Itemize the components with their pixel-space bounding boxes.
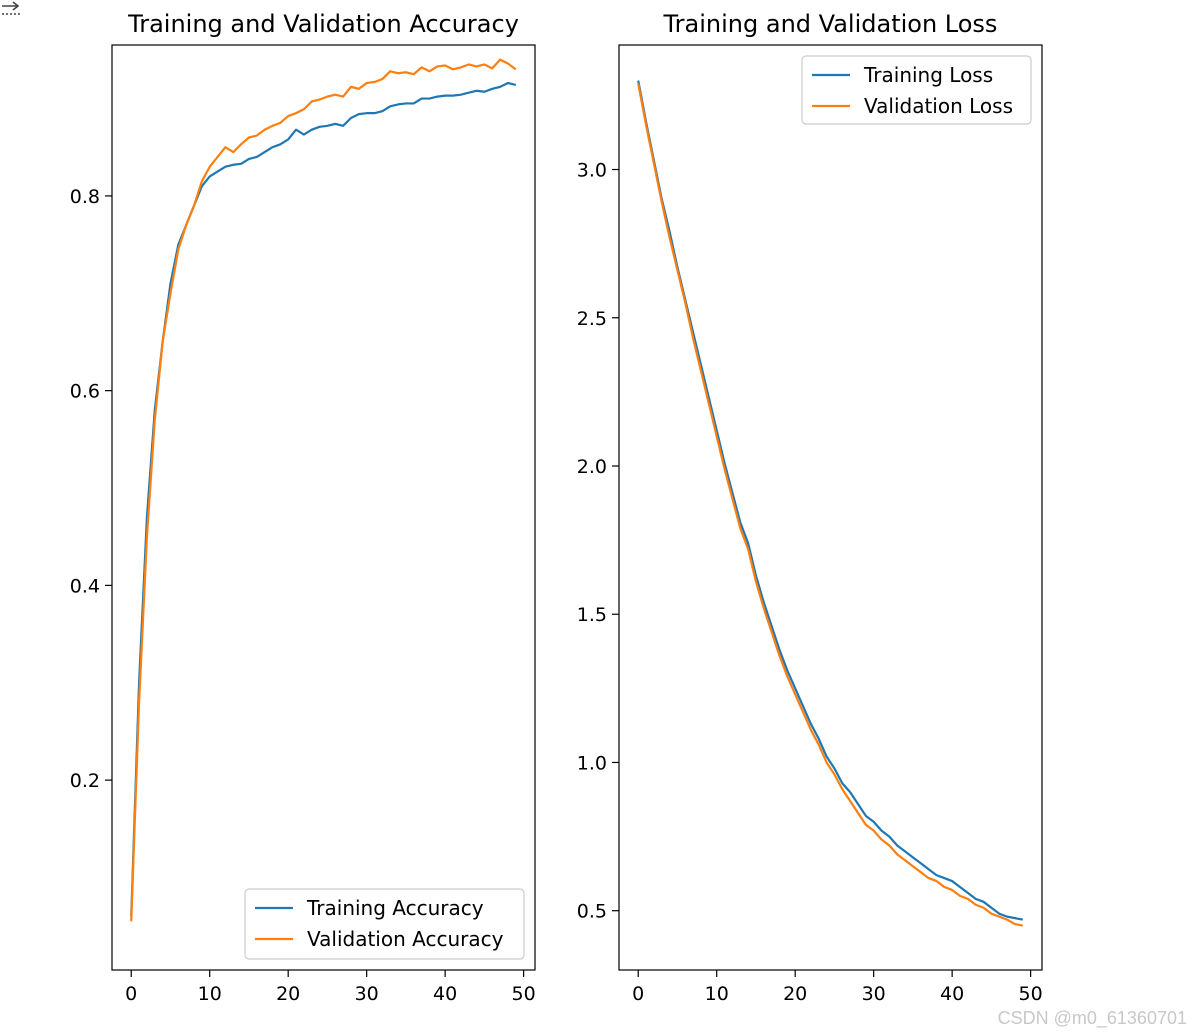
x-tick-label: 20 bbox=[276, 983, 300, 1005]
y-tick-label: 1.0 bbox=[577, 752, 607, 774]
chart-loss: Training and Validation Loss 0 10 20 30 40 50 0… bbox=[577, 10, 1043, 1005]
legend: Training Accuracy Validation Accuracy bbox=[244, 888, 525, 960]
legend-label: Validation Loss bbox=[864, 94, 1013, 118]
legend-label: Training Loss bbox=[863, 63, 993, 87]
x-tick-label: 10 bbox=[705, 983, 729, 1005]
x-tick-label: 10 bbox=[198, 983, 222, 1005]
x-tick-label: 40 bbox=[433, 983, 457, 1005]
x-tick-label: 30 bbox=[355, 983, 379, 1005]
legend-box bbox=[801, 55, 1032, 125]
series-line-training-loss bbox=[637, 80, 1023, 921]
y-tick-label: 3.0 bbox=[577, 160, 607, 182]
x-tick-label: 50 bbox=[512, 983, 536, 1005]
series-line-validation-accuracy bbox=[130, 58, 517, 922]
watermark-text: CSDN @m0_61360701 bbox=[997, 1008, 1187, 1028]
y-tick-label: 1.5 bbox=[577, 604, 607, 626]
x-tick-label: 0 bbox=[632, 983, 644, 1005]
axes-frame bbox=[618, 44, 1043, 971]
y-tick-label: 0.8 bbox=[70, 186, 100, 208]
x-tick-label: 50 bbox=[1019, 983, 1043, 1005]
y-tick-label: 2.0 bbox=[577, 456, 607, 478]
chart-accuracy: Training and Validation Accuracy 0 10 20 30 4… bbox=[70, 10, 536, 1005]
axes-frame bbox=[111, 44, 536, 971]
y-tick-label: 0.6 bbox=[70, 381, 100, 403]
output-arrow-icon bbox=[2, 1, 22, 15]
x-tick-label: 30 bbox=[862, 983, 886, 1005]
x-tick-label: 40 bbox=[940, 983, 964, 1005]
y-tick-label: 0.4 bbox=[70, 575, 100, 597]
series-line-validation-loss bbox=[637, 83, 1023, 927]
series-line-training-accuracy bbox=[130, 81, 517, 917]
chart-title: Training and Validation Accuracy bbox=[127, 10, 519, 38]
x-tick-label: 20 bbox=[783, 983, 807, 1005]
legend-label: Validation Accuracy bbox=[307, 927, 504, 951]
x-tick-label: 0 bbox=[125, 983, 137, 1005]
y-tick-label: 0.5 bbox=[577, 901, 607, 923]
chart-title: Training and Validation Loss bbox=[663, 10, 998, 38]
legend-label: Training Accuracy bbox=[306, 896, 484, 920]
y-tick-label: 2.5 bbox=[577, 308, 607, 330]
legend: Training Loss Validation Loss bbox=[801, 55, 1032, 125]
y-tick-label: 0.2 bbox=[70, 770, 100, 792]
legend-box bbox=[244, 888, 525, 960]
